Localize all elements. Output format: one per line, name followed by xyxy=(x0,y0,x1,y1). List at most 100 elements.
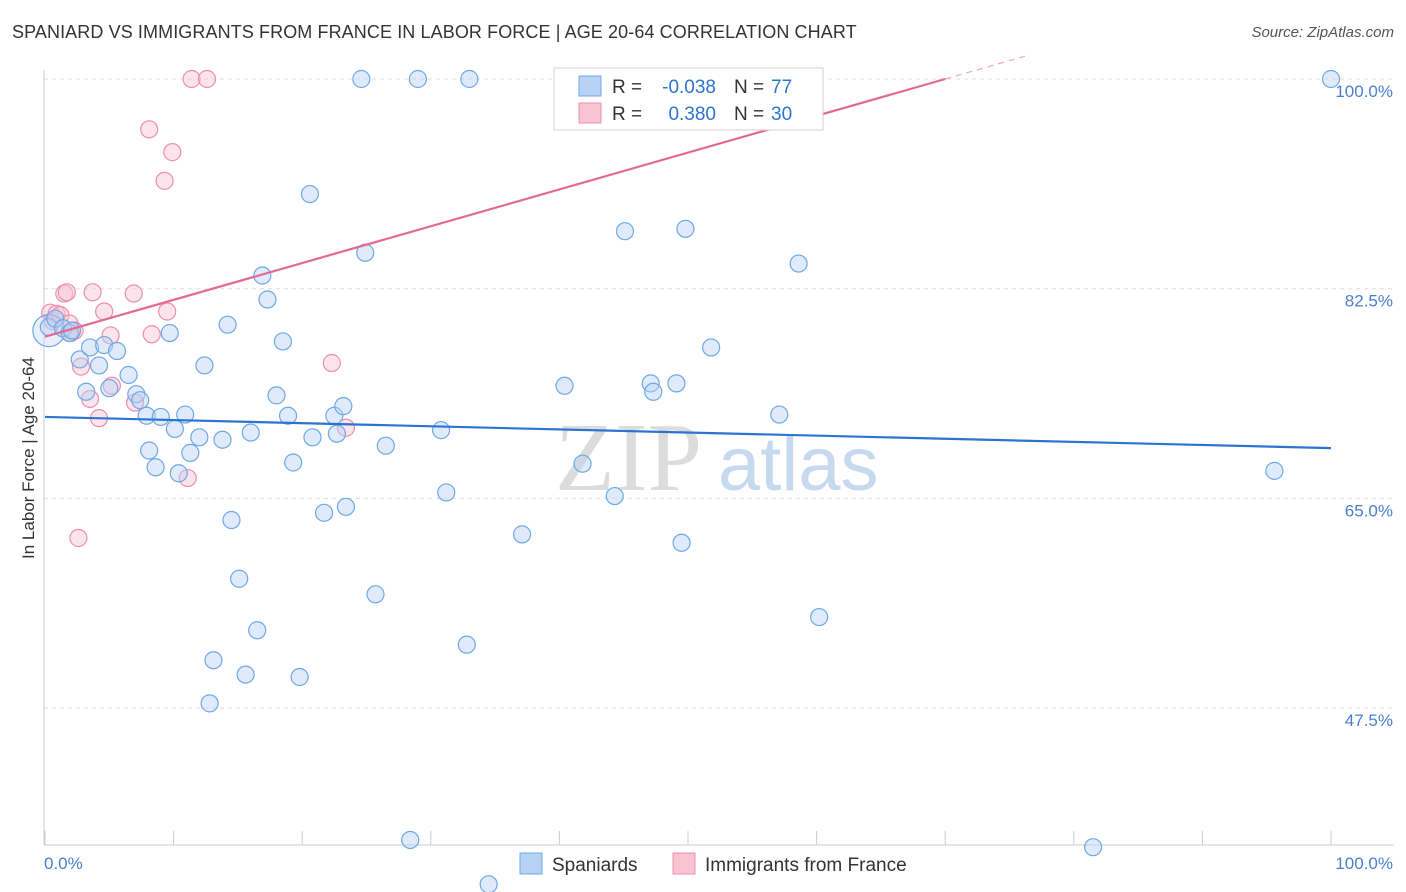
data-point-spaniards xyxy=(770,405,789,424)
data-point-spaniards xyxy=(290,667,309,687)
x-tick-label: 100.0% xyxy=(1335,854,1393,873)
y-tick-labels: 47.5% 65.0% 82.5% 100.0% xyxy=(1335,82,1393,730)
data-point-spaniards xyxy=(146,458,165,477)
data-point-spaniards xyxy=(460,69,479,89)
data-point-immigrants-from-france xyxy=(182,69,201,89)
data-point-immigrants-from-france xyxy=(71,357,91,376)
data-point-spaniards xyxy=(181,443,200,462)
data-point-spaniards xyxy=(46,309,65,328)
chart-title: SPANIARD VS IMMIGRANTS FROM FRANCE IN LA… xyxy=(12,22,857,42)
gridlines xyxy=(44,78,1394,709)
data-point-spaniards xyxy=(236,665,255,684)
data-point-spaniards xyxy=(314,503,334,522)
data-point-spaniards xyxy=(131,391,150,410)
data-point-immigrants-from-france xyxy=(102,376,121,395)
trend-line-extension-immigrants-from-france xyxy=(945,54,1030,80)
data-point-spaniards xyxy=(176,405,195,424)
data-point-spaniards xyxy=(431,421,451,440)
data-point-immigrants-from-france xyxy=(142,325,161,344)
legend-n-value: 77 xyxy=(771,77,792,98)
x-tick-marks xyxy=(44,831,1332,845)
data-point-spaniards xyxy=(107,341,127,361)
data-point-spaniards xyxy=(160,323,179,343)
data-point-immigrants-from-france xyxy=(124,284,143,303)
data-point-spaniards xyxy=(1265,461,1284,480)
data-point-spaniards xyxy=(165,419,184,439)
data-point-spaniards xyxy=(230,569,249,588)
data-point-spaniards xyxy=(284,453,303,472)
data-point-spaniards xyxy=(80,338,100,357)
data-point-spaniards xyxy=(1083,838,1103,857)
data-point-spaniards xyxy=(667,374,686,393)
data-point-spaniards xyxy=(408,69,428,89)
data-point-spaniards xyxy=(336,497,356,516)
data-point-spaniards xyxy=(151,407,170,427)
watermark-zip: ZIP xyxy=(555,404,702,512)
data-point-immigrants-from-france xyxy=(178,468,197,488)
data-point-spaniards xyxy=(200,694,219,713)
data-point-immigrants-from-france xyxy=(155,171,174,190)
y-tick-label: 82.5% xyxy=(1345,292,1393,311)
data-point-spaniards xyxy=(241,423,260,442)
x-tick-labels: 0.0% 100.0% xyxy=(44,854,1393,873)
data-point-spaniards xyxy=(204,651,223,670)
axes xyxy=(43,70,1394,846)
data-point-immigrants-from-france xyxy=(140,120,159,139)
data-point-spaniards xyxy=(376,436,395,455)
bottom-legend-swatch-spaniards xyxy=(519,852,543,875)
data-point-spaniards xyxy=(789,254,808,273)
data-point-spaniards xyxy=(676,219,695,238)
data-point-spaniards xyxy=(100,379,119,398)
data-point-spaniards xyxy=(555,376,574,395)
data-point-spaniards xyxy=(327,424,347,443)
source-label: Source: ZipAtlas.com xyxy=(1251,24,1394,41)
data-point-spaniards xyxy=(222,510,241,530)
x-tick-label: 0.0% xyxy=(44,854,83,873)
legend-n-label: N = xyxy=(734,104,764,125)
series-legend: Spaniards Immigrants from France xyxy=(519,852,907,876)
data-point-spaniards xyxy=(273,332,293,351)
bottom-legend-label-immigrants-from-france: Immigrants from France xyxy=(705,855,907,876)
y-tick-label: 65.0% xyxy=(1345,501,1393,520)
data-point-spaniards xyxy=(457,635,476,654)
data-point-spaniards xyxy=(366,585,385,604)
data-point-immigrants-from-france xyxy=(322,353,341,373)
legend-n-value: 30 xyxy=(771,104,792,125)
data-point-immigrants-from-france xyxy=(158,302,177,321)
data-point-spaniards xyxy=(437,483,456,502)
data-point-immigrants-from-france xyxy=(101,326,120,345)
data-point-spaniards xyxy=(195,356,214,375)
data-point-immigrants-from-france xyxy=(69,528,88,548)
data-point-spaniards xyxy=(401,830,420,850)
data-point-spaniards xyxy=(258,290,277,309)
y-axis-title: In Labor Force | Age 20-64 xyxy=(19,357,38,559)
legend-n-label: N = xyxy=(734,77,764,98)
data-point-spaniards xyxy=(513,525,532,544)
data-point-spaniards xyxy=(248,621,267,640)
data-point-immigrants-from-france xyxy=(57,283,76,302)
data-point-spaniards xyxy=(77,382,96,401)
stats-legend: R = -0.038 N = 77 R = 0.380 N = 30 xyxy=(553,67,824,131)
watermark: ZIP atlas xyxy=(555,404,879,512)
legend-r-value: -0.038 xyxy=(662,77,716,98)
data-point-spaniards xyxy=(300,184,320,204)
bottom-legend-label-spaniards: Spaniards xyxy=(552,855,638,876)
data-point-spaniards xyxy=(334,397,353,416)
data-point-spaniards xyxy=(218,315,237,334)
data-point-spaniards xyxy=(479,875,498,892)
data-point-spaniards xyxy=(573,454,592,473)
data-point-immigrants-from-france xyxy=(83,283,102,302)
y-tick-label: 100.0% xyxy=(1335,82,1393,101)
data-point-spaniards xyxy=(169,464,188,483)
data-point-spaniards xyxy=(1321,69,1341,89)
data-point-spaniards xyxy=(140,441,159,460)
series-immigrants-from-france xyxy=(41,69,815,548)
series-spaniards xyxy=(32,69,1341,892)
data-point-spaniards xyxy=(267,386,286,405)
data-point-spaniards xyxy=(303,428,322,447)
bottom-legend-swatch-immigrants-from-france xyxy=(672,852,696,875)
data-point-spaniards xyxy=(352,69,371,89)
data-point-spaniards xyxy=(190,428,209,447)
data-point-spaniards xyxy=(644,382,663,401)
